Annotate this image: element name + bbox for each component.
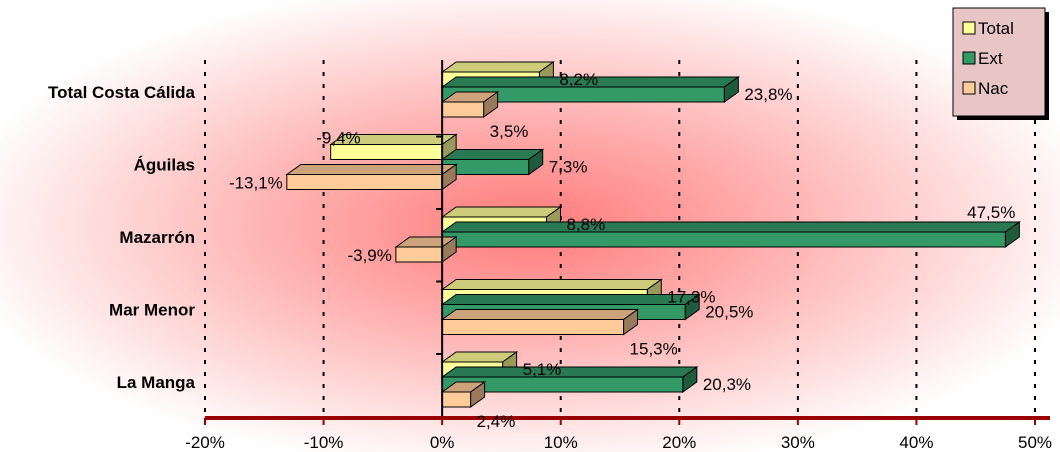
data-label: -3,9% — [347, 246, 391, 265]
bar-top-face — [440, 294, 701, 305]
bar-nac — [440, 308, 640, 336]
bar-ext — [440, 148, 545, 176]
bar-top-face — [440, 366, 699, 378]
bars — [285, 61, 1021, 408]
x-tick-label: 40% — [899, 433, 933, 452]
data-label: 23,8% — [744, 85, 792, 104]
data-label: -9,4% — [316, 129, 360, 148]
data-label: 3,5% — [490, 122, 529, 141]
x-tick-label: 20% — [662, 433, 696, 452]
legend: Total Ext Nac — [952, 7, 1049, 120]
bar-front-face — [441, 231, 1006, 248]
x-tick-label: 50% — [1018, 433, 1052, 452]
category-label: La Manga — [117, 373, 196, 392]
bar-top-face — [440, 279, 663, 290]
bar-total — [329, 133, 458, 161]
bar-ext — [440, 76, 740, 103]
category-label: Mazarrón — [119, 228, 195, 247]
bar-nac — [440, 381, 487, 408]
bar-front-face — [286, 174, 443, 190]
axes — [204, 60, 1050, 425]
bar-nac — [394, 236, 458, 263]
category-label: Águilas — [134, 156, 195, 175]
bar-top-face — [440, 221, 1021, 233]
bar-front-face — [441, 319, 625, 335]
legend-swatch — [962, 21, 976, 35]
bar-top-face — [440, 206, 563, 218]
data-label: 47,5% — [967, 203, 1015, 222]
x-tick-label: -10% — [304, 433, 344, 452]
legend-label: Nac — [978, 79, 1009, 98]
x-tick-label: 10% — [544, 433, 578, 452]
data-label: 15,3% — [630, 340, 678, 359]
bar-top-face — [440, 149, 545, 160]
x-tick-label: 30% — [781, 433, 815, 452]
data-label: -13,1% — [229, 174, 283, 193]
bar-ext — [440, 366, 699, 393]
data-label: 2,4% — [477, 412, 516, 431]
data-label: 7,3% — [549, 158, 588, 177]
bar-top-face — [440, 309, 640, 320]
legend-swatch — [962, 81, 976, 95]
labels: -20% -10% 0% 10% 20% 30% 40% 50% Total Costa Cál… — [48, 70, 1052, 452]
data-label: 5,1% — [523, 360, 562, 379]
category-label: Mar Menor — [109, 301, 195, 320]
legend-label: Total — [978, 19, 1014, 38]
bar-top-face — [440, 61, 555, 73]
bar-ext — [440, 221, 1021, 248]
data-label: 20,3% — [703, 375, 751, 394]
x-tick-label: 0% — [430, 433, 455, 452]
data-label: 8,8% — [566, 215, 605, 234]
bar-top-face — [285, 164, 458, 175]
bar-nac — [440, 91, 500, 118]
x-tick-label: -20% — [185, 433, 225, 452]
data-label: 17,3% — [667, 288, 715, 307]
legend-label: Ext — [978, 49, 1003, 68]
category-label: Total Costa Cálida — [48, 83, 196, 102]
bar-front-face — [441, 101, 485, 118]
legend-swatch — [962, 51, 976, 65]
bar-nac — [285, 163, 458, 191]
data-label: 8,2% — [559, 70, 598, 89]
bar-front-face — [395, 246, 443, 263]
data-label: 20,5% — [705, 303, 753, 322]
bar-front-face — [441, 391, 472, 408]
